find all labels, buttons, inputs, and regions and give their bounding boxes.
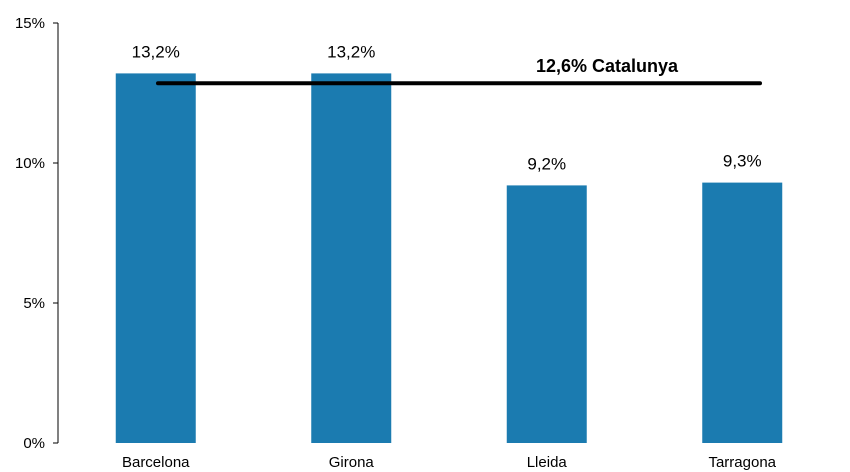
catalunya-reference-label: 12,6% Catalunya bbox=[536, 56, 679, 76]
data-label: 13,2% bbox=[327, 42, 375, 61]
data-label: 9,2% bbox=[527, 154, 566, 173]
x-category-label: Barcelona bbox=[122, 454, 190, 471]
bars bbox=[115, 73, 783, 444]
data-label: 13,2% bbox=[132, 42, 180, 61]
bar-lleida bbox=[506, 185, 587, 443]
y-tick-label: 15% bbox=[15, 15, 45, 32]
bar-girona bbox=[311, 73, 392, 444]
y-tick-label: 0% bbox=[23, 435, 45, 452]
y-tick-label: 5% bbox=[23, 295, 45, 312]
y-axis: 0% 5% 10% 15% bbox=[15, 15, 59, 452]
bar-tarragona bbox=[702, 182, 783, 443]
x-category-label: Tarragona bbox=[708, 454, 776, 471]
x-axis-labels: Barcelona Girona Lleida Tarragona bbox=[122, 454, 777, 471]
y-tick-label: 10% bbox=[15, 155, 45, 172]
data-label: 9,3% bbox=[723, 152, 762, 171]
data-labels: 13,2% 13,2% 9,2% 9,3% bbox=[132, 42, 762, 173]
x-category-label: Girona bbox=[329, 454, 375, 471]
reference-line-group: 12,6% Catalunya bbox=[156, 56, 762, 86]
bar-barcelona bbox=[115, 73, 196, 444]
x-category-label: Lleida bbox=[527, 454, 568, 471]
